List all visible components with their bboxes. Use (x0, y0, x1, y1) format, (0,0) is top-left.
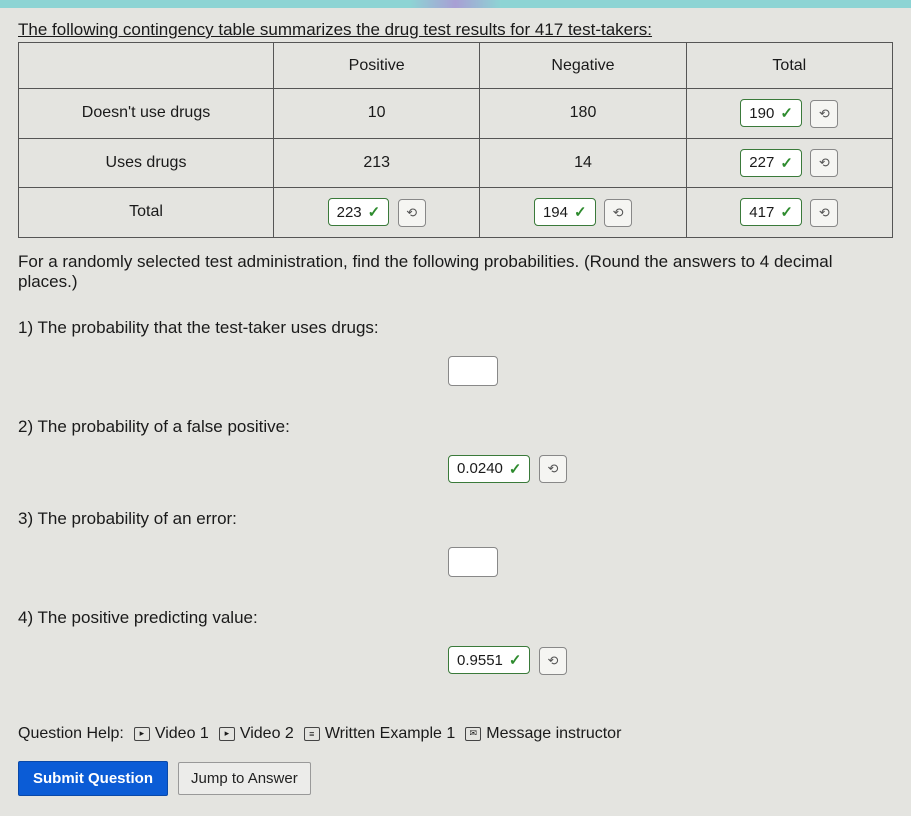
cell-value: 10 (274, 89, 480, 139)
retry-icon[interactable]: ⟲ (810, 199, 838, 227)
cell-value: 213 (274, 138, 480, 188)
question-content: The following contingency table summariz… (0, 8, 911, 816)
play-icon: ▸ (219, 727, 235, 741)
link-text: Message instructor (486, 725, 621, 743)
cell-value: 180 (480, 89, 686, 139)
check-icon: ✓ (780, 104, 793, 122)
intro-text: The following contingency table summariz… (18, 20, 893, 42)
link-text: Video 2 (240, 725, 294, 743)
question-1: 1) The probability that the test-taker u… (18, 318, 893, 338)
answer-value: 223 (337, 204, 362, 221)
answer-input-empty[interactable] (448, 547, 498, 577)
play-icon: ▸ (134, 727, 150, 741)
answer-row-1 (18, 356, 893, 391)
check-icon: ✓ (780, 203, 793, 221)
answer-value: 227 (749, 154, 774, 171)
row-label: Doesn't use drugs (19, 89, 274, 139)
video-1-link[interactable]: ▸ Video 1 (134, 725, 209, 743)
answer-value: 0.9551 (457, 652, 503, 669)
check-icon: ✓ (509, 651, 522, 669)
help-label: Question Help: (18, 725, 124, 743)
check-icon: ✓ (574, 203, 587, 221)
answer-input-empty[interactable] (448, 356, 498, 386)
answer-row-4: 0.9551 ✓ ⟲ (18, 646, 893, 675)
retry-icon[interactable]: ⟲ (398, 199, 426, 227)
answer-row-2: 0.0240 ✓ ⟲ (18, 455, 893, 484)
answer-value: 0.0240 (457, 460, 503, 477)
link-text: Written Example 1 (325, 725, 455, 743)
header-negative: Negative (480, 43, 686, 89)
cell-answer: 223 ✓ ⟲ (274, 188, 480, 238)
cell-answer: 194 ✓ ⟲ (480, 188, 686, 238)
table-header-row: Positive Negative Total (19, 43, 893, 89)
check-icon: ✓ (780, 154, 793, 172)
retry-icon[interactable]: ⟲ (539, 647, 567, 675)
link-text: Video 1 (155, 725, 209, 743)
cell-answer: 417 ✓ ⟲ (686, 188, 892, 238)
retry-icon[interactable]: ⟲ (810, 149, 838, 177)
answer-value: 417 (749, 204, 774, 221)
answer-box[interactable]: 417 ✓ (740, 198, 802, 226)
header-positive: Positive (274, 43, 480, 89)
answer-box[interactable]: 223 ✓ (328, 198, 390, 226)
cell-answer: 190 ✓ ⟲ (686, 89, 892, 139)
table-row: Total 223 ✓ ⟲ 194 ✓ ⟲ 417 ✓ (19, 188, 893, 238)
header-blank (19, 43, 274, 89)
row-label: Uses drugs (19, 138, 274, 188)
answer-box[interactable]: 194 ✓ (534, 198, 596, 226)
contingency-table: Positive Negative Total Doesn't use drug… (18, 42, 893, 238)
retry-icon[interactable]: ⟲ (810, 100, 838, 128)
question-4: 4) The positive predicting value: (18, 608, 893, 628)
table-row: Uses drugs 213 14 227 ✓ ⟲ (19, 138, 893, 188)
answer-row-3 (18, 547, 893, 582)
prompt-text: For a randomly selected test administrat… (18, 252, 893, 292)
check-icon: ✓ (368, 203, 381, 221)
retry-icon[interactable]: ⟲ (539, 455, 567, 483)
retry-icon[interactable]: ⟲ (604, 199, 632, 227)
question-3: 3) The probability of an error: (18, 509, 893, 529)
answer-value: 190 (749, 105, 774, 122)
mail-icon: ✉ (465, 727, 481, 741)
answer-value: 194 (543, 204, 568, 221)
answer-box[interactable]: 190 ✓ (740, 99, 802, 127)
answer-box[interactable]: 227 ✓ (740, 149, 802, 177)
top-accent-bar (0, 0, 911, 8)
answer-box[interactable]: 0.9551 ✓ (448, 646, 530, 674)
help-row: Question Help: ▸ Video 1 ▸ Video 2 ≡ Wri… (18, 725, 893, 743)
jump-to-answer-button[interactable]: Jump to Answer (178, 762, 311, 795)
document-icon: ≡ (304, 727, 320, 741)
row-label: Total (19, 188, 274, 238)
table-row: Doesn't use drugs 10 180 190 ✓ ⟲ (19, 89, 893, 139)
header-total: Total (686, 43, 892, 89)
submit-question-button[interactable]: Submit Question (18, 761, 168, 796)
message-instructor-link[interactable]: ✉ Message instructor (465, 725, 621, 743)
check-icon: ✓ (509, 460, 522, 478)
bottom-button-row: Submit Question Jump to Answer (18, 761, 893, 796)
question-2: 2) The probability of a false positive: (18, 417, 893, 437)
cell-value: 14 (480, 138, 686, 188)
cell-answer: 227 ✓ ⟲ (686, 138, 892, 188)
video-2-link[interactable]: ▸ Video 2 (219, 725, 294, 743)
answer-box[interactable]: 0.0240 ✓ (448, 455, 530, 483)
written-example-link[interactable]: ≡ Written Example 1 (304, 725, 455, 743)
